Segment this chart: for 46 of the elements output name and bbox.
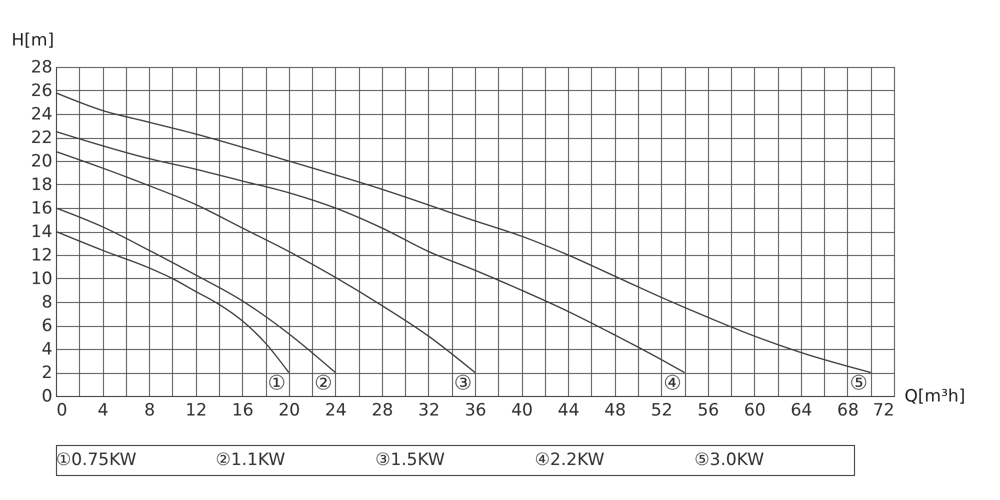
annotation: ① xyxy=(268,370,286,394)
x-tick-label: 20 xyxy=(278,400,300,420)
x-axis-title: Q[m³h] xyxy=(904,386,966,406)
x-tick-label: 36 xyxy=(464,400,486,420)
y-tick-label: 20 xyxy=(30,152,52,172)
x-tick-label: 60 xyxy=(744,400,766,420)
x-tick-label: 48 xyxy=(604,400,626,420)
x-tick-label: 8 xyxy=(144,400,156,420)
text: ⑤3.0KW xyxy=(694,450,764,470)
y-tick-label: 2 xyxy=(42,363,52,383)
y-tick-label: 0 xyxy=(42,386,52,406)
y-tick-label: 10 xyxy=(30,269,52,289)
x-tick-label: 44 xyxy=(558,400,580,420)
y-tick-label: 18 xyxy=(30,175,52,195)
y-tick-label: 8 xyxy=(42,292,52,312)
x-tick-label: 32 xyxy=(418,400,440,420)
y-tick-label: 26 xyxy=(30,81,52,101)
text: ④2.2KW xyxy=(534,450,605,470)
y-tick-label: 22 xyxy=(30,128,52,148)
annotation: ⑤ xyxy=(850,370,868,394)
x-tick-label: 56 xyxy=(697,400,720,420)
x-tick-label: 16 xyxy=(232,400,254,420)
y-tick-label: 12 xyxy=(30,246,52,266)
annotation: ④ xyxy=(664,370,682,394)
text: ①0.75KW xyxy=(56,450,137,470)
x-tick-label: 12 xyxy=(185,400,207,420)
x-tick-label: 72 xyxy=(872,400,894,420)
annotation: ② xyxy=(314,370,332,394)
x-tick-label: 68 xyxy=(837,400,859,420)
x-tick-label: 28 xyxy=(372,400,394,420)
text: ②1.1KW xyxy=(216,450,286,470)
x-tick-label: 0 xyxy=(56,400,68,420)
x-tick-label: 40 xyxy=(511,400,533,420)
x-tick-label: 52 xyxy=(650,400,673,420)
y-axis-title: H[m] xyxy=(12,30,54,50)
y-tick-label: 14 xyxy=(30,222,52,242)
y-tick-label: 6 xyxy=(42,316,52,336)
y-tick-label: 24 xyxy=(30,104,52,124)
y-tick-label: 4 xyxy=(42,340,52,360)
x-tick-label: 24 xyxy=(325,400,347,420)
y-tick-label: 16 xyxy=(30,198,52,218)
x-tick-label: 4 xyxy=(98,400,108,420)
text: ③1.5KW xyxy=(375,450,446,470)
y-tick-label: 28 xyxy=(30,58,52,78)
x-tick-label: 64 xyxy=(790,400,812,420)
annotation: ③ xyxy=(454,370,472,394)
